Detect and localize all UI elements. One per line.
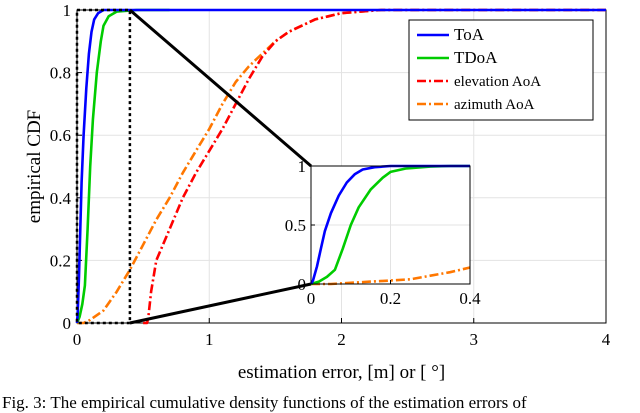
zoom-region-box (75, 8, 132, 325)
figure-caption: Fig. 3: The empirical cumulative density… (2, 393, 527, 412)
zoom-connector-top (128, 8, 312, 168)
main-y-tick-label: 0.6 (50, 126, 71, 145)
x-axis-label: estimation error, [m] or [ °] (238, 362, 445, 383)
y-axis-label: empirical CDF (24, 110, 45, 223)
inset-x-tick-label: 0.4 (459, 289, 481, 308)
main-x-tick-label: 4 (602, 330, 611, 349)
main-x-tick-label: 2 (337, 330, 346, 349)
main-series-tdoa (75, 8, 170, 324)
main-y-tick-label: 0.4 (50, 189, 72, 208)
main-y-ticks: 0 0.2 0.4 0.6 0.8 1 (50, 1, 82, 333)
main-x-tick-label: 1 (205, 330, 214, 349)
legend: ToA TDoA elevation AoA azimuth AoA (408, 19, 594, 121)
legend-label: elevation AoA (454, 74, 541, 90)
main-y-tick-label: 0.2 (50, 251, 71, 270)
inset-y-tick-label: 1 (298, 157, 307, 176)
zoom-connector-bottom (129, 282, 312, 325)
legend-label: azimuth AoA (454, 97, 535, 113)
zoom-inset: 0 0.2 0.4 00.51 (285, 157, 481, 308)
main-y-tick-label: 0.8 (50, 64, 71, 83)
legend-label: ToA (454, 25, 485, 44)
main-series-elevation-aoa (143, 8, 606, 325)
main-x-tick-label: 3 (470, 330, 479, 349)
main-y-tick-label: 0 (63, 314, 72, 333)
main-y-tick-label: 1 (63, 1, 72, 20)
inset-x-tick-label: 0 (307, 289, 316, 308)
inset-y-tick-label: 0.5 (285, 216, 306, 235)
inset-y-ticks: 00.51 (285, 157, 315, 294)
inset-x-tick-label: 0.2 (380, 289, 401, 308)
inset-y-tick-label: 0 (298, 275, 307, 294)
legend-label: TDoA (454, 48, 498, 67)
main-x-tick-label: 0 (73, 330, 82, 349)
inset-x-ticks: 0 0.2 0.4 (307, 280, 481, 308)
